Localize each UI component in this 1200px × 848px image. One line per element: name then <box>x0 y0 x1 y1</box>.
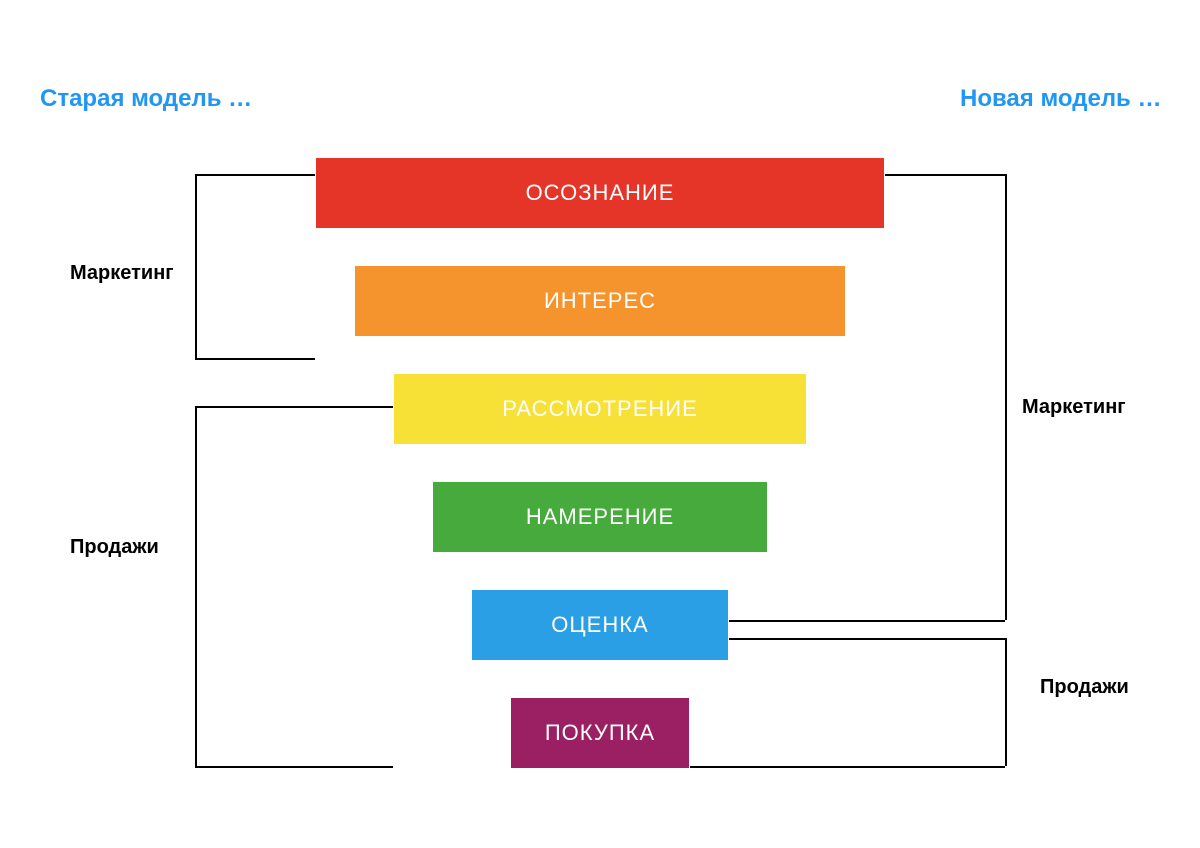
stage-0: ОСОЗНАНИЕ <box>316 158 884 228</box>
title-new-model: Новая модель … <box>960 85 1161 113</box>
stage-5: ПОКУПКА <box>511 698 689 768</box>
left-label-sales: Продажи <box>70 536 159 559</box>
stage-3: НАМЕРЕНИЕ <box>433 482 767 552</box>
right-label-marketing: Маркетинг <box>1022 396 1126 419</box>
right-label-sales: Продажи <box>1040 676 1129 699</box>
title-old-model: Старая модель … <box>40 85 252 113</box>
stage-4: ОЦЕНКА <box>472 590 728 660</box>
stage-1: ИНТЕРЕС <box>355 266 845 336</box>
stage-2: РАССМОТРЕНИЕ <box>394 374 806 444</box>
left-label-marketing: Маркетинг <box>70 262 174 285</box>
